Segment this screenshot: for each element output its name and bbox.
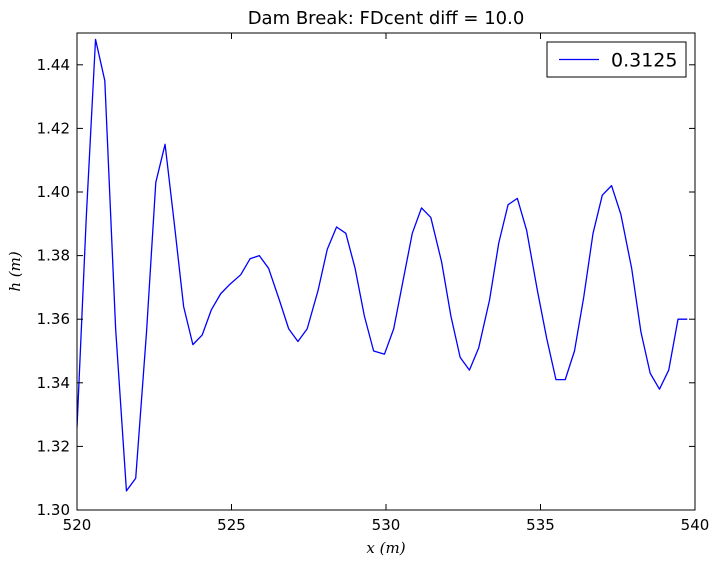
axes-frame bbox=[76, 32, 696, 511]
y-tick-label: 1.42 bbox=[37, 119, 70, 137]
x-tick-label: 535 bbox=[526, 516, 555, 534]
y-axis-label: h (m) bbox=[6, 251, 24, 292]
series-line-0 bbox=[77, 38, 688, 492]
y-tick-label: 1.40 bbox=[37, 183, 70, 201]
x-tick-label: 520 bbox=[63, 516, 92, 534]
x-ticks: 520 525 530 535 540 bbox=[63, 33, 710, 534]
legend: 0.3125 bbox=[546, 41, 687, 78]
x-tick-label: 530 bbox=[372, 516, 401, 534]
x-axis-label: x (m) bbox=[366, 539, 405, 557]
x-tick-label: 540 bbox=[681, 516, 710, 534]
y-tick-label: 1.34 bbox=[37, 374, 70, 392]
y-tick-label: 1.36 bbox=[37, 310, 70, 328]
y-tick-label: 1.32 bbox=[37, 437, 70, 455]
x-tick-label: 525 bbox=[217, 516, 246, 534]
y-ticks: 1.30 1.32 1.34 1.36 1.38 1.40 1.42 1.44 bbox=[37, 56, 695, 519]
y-tick-label: 1.30 bbox=[37, 501, 70, 519]
plot-area bbox=[76, 32, 696, 511]
y-tick-label: 1.44 bbox=[37, 56, 70, 74]
legend-label: 0.3125 bbox=[611, 50, 677, 72]
y-tick-label: 1.38 bbox=[37, 247, 70, 265]
chart-title: Dam Break: FDcent diff = 10.0 bbox=[248, 8, 525, 29]
